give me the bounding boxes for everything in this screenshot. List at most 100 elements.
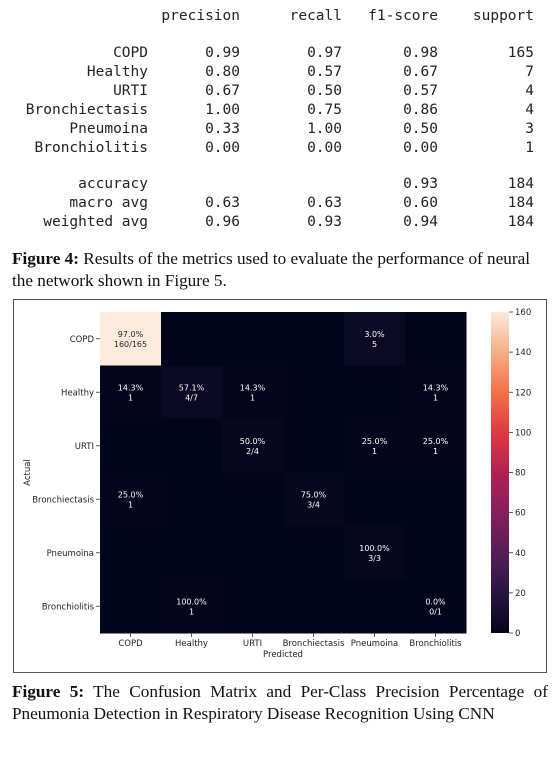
report-cell: 0.50 [403, 121, 438, 137]
heatmap-cell [283, 419, 345, 473]
report-cell: 0.98 [403, 45, 438, 61]
heatmap-cell [222, 365, 284, 420]
report-cell: 1.00 [205, 102, 240, 118]
figure-4-caption: Figure 4: Results of the metrics used to… [12, 248, 548, 292]
heatmap-cell [100, 312, 162, 366]
y-tick-label: COPD [70, 335, 95, 345]
figure-4-text: Results of the metrics used to evaluate … [12, 249, 531, 290]
report-cell: 0.00 [307, 140, 342, 156]
report-cell: 0.86 [403, 102, 438, 118]
colorbar-tick-label: 40 [515, 549, 526, 559]
cell-percent-label: 75.0% [301, 490, 327, 499]
cell-count-label: 1 [128, 393, 133, 402]
heatmap-cell [344, 579, 406, 634]
colorbar-tick-label: 80 [515, 469, 526, 479]
colorbar-tick-label: 160 [515, 308, 531, 318]
heatmap-cell [100, 526, 162, 580]
cell-percent-label: 14.3% [423, 383, 449, 392]
figure-4-label: Figure 4: [12, 249, 79, 268]
report-header: support [472, 8, 534, 24]
cell-count-label: 1 [372, 447, 377, 456]
classification-report: precision recall f1-score support COPD 0.99 0.… [0, 0, 560, 240]
report-cell: 184 [507, 195, 534, 211]
cell-percent-label: 0.0% [425, 597, 446, 606]
report-cell: 0.63 [307, 195, 342, 211]
heatmap-cell [161, 579, 223, 634]
report-header: recall [289, 8, 342, 24]
heatmap-cell [222, 472, 284, 527]
report-cell: 0.57 [403, 83, 438, 99]
report-cell: 0.00 [403, 140, 438, 156]
cell-count-label: 1 [433, 447, 438, 456]
y-tick-label: URTI [75, 442, 94, 452]
confusion-matrix-chart: 97.0%160/1653.0%514.3%157.1%4/714.3%114.… [23, 308, 531, 660]
heatmap-cell [283, 526, 345, 580]
x-tick-label: Bronchiectasis [283, 639, 345, 649]
cell-percent-label: 100.0% [359, 544, 390, 553]
y-tick-label: Bronchiolitis [42, 602, 95, 612]
heatmap-cell [283, 365, 345, 420]
report-cell: 0.75 [307, 102, 342, 118]
report-cell: 0.93 [307, 214, 342, 230]
y-tick-label: Pneumoina [47, 549, 94, 559]
y-tick-label: Bronchiectasis [32, 495, 94, 505]
heatmap-cell [222, 526, 284, 580]
cell-percent-label: 14.3% [240, 383, 266, 392]
y-axis-label: Actual [23, 459, 33, 486]
report-cell: 165 [507, 45, 534, 61]
heatmap-cell [405, 526, 467, 580]
figure-5-caption: Figure 5: The Confusion Matrix and Per-C… [12, 681, 548, 725]
report-cell: 0.33 [205, 121, 240, 137]
report-row-label: Healthy [86, 64, 148, 80]
heatmap-cell [344, 419, 406, 473]
report-cell: 0.97 [307, 45, 342, 61]
cell-count-label: 3/3 [368, 554, 381, 563]
report-cell: 184 [507, 176, 534, 192]
report-cell: 0.57 [307, 64, 342, 80]
cell-count-label: 1 [128, 500, 133, 509]
report-row-label: macro avg [69, 195, 148, 211]
x-tick-label: Pneumoina [351, 639, 398, 649]
heatmap-cell [344, 472, 406, 527]
cell-percent-label: 25.0% [118, 490, 144, 499]
cell-count-label: 3/4 [307, 500, 320, 509]
report-header: f1-score [368, 8, 438, 24]
heatmap-cell [222, 312, 284, 366]
cell-count-label: 1 [433, 393, 438, 402]
cell-percent-label: 97.0% [118, 330, 144, 339]
report-cell: 0.94 [403, 214, 438, 230]
y-tick-label: Healthy [61, 388, 94, 398]
heatmap-cell [344, 312, 406, 366]
heatmap-cell [100, 472, 162, 527]
colorbar-tick-label: 140 [515, 348, 531, 358]
report-cell: 0.50 [307, 83, 342, 99]
heatmap-cell [344, 365, 406, 420]
heatmap-cell [405, 472, 467, 527]
figure-5-label: Figure 5: [12, 682, 85, 701]
cell-percent-label: 14.3% [118, 383, 144, 392]
cell-count-label: 160/165 [114, 340, 147, 349]
heatmap-cell [222, 419, 284, 473]
report-cell: 0.67 [205, 83, 240, 99]
cell-percent-label: 25.0% [362, 437, 388, 446]
heatmap-cell [161, 419, 223, 473]
report-cell: 0.80 [205, 64, 240, 80]
heatmap-cell [100, 419, 162, 473]
report-row-label: weighted avg [43, 214, 148, 230]
report-cell: 0.67 [403, 64, 438, 80]
heatmap-cell [161, 526, 223, 580]
heatmap-cell [100, 579, 162, 634]
report-row-label: Bronchiectasis [25, 102, 148, 118]
report-cell: 0.00 [205, 140, 240, 156]
figure-5-text: The Confusion Matrix and Per-Class Preci… [12, 682, 548, 723]
heatmap-cell [344, 526, 406, 580]
heatmap-cell [283, 312, 345, 366]
heatmap-cell [405, 312, 467, 366]
heatmap-cell [283, 579, 345, 634]
report-header: precision [161, 8, 240, 24]
colorbar-tick-label: 120 [515, 388, 531, 398]
report-row-label: accuracy [78, 176, 148, 192]
cell-count-label: 1 [189, 607, 194, 616]
heatmap-cell [405, 419, 467, 473]
report-cell: 0.99 [205, 45, 240, 61]
